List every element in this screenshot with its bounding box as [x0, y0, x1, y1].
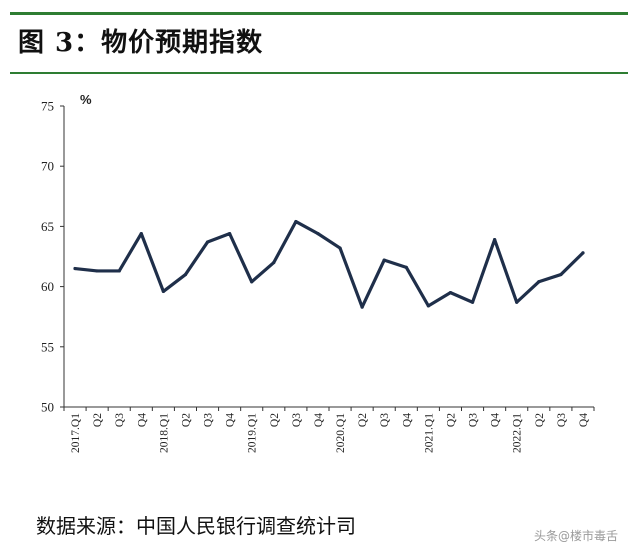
title-rule: [10, 72, 628, 74]
data-point: [117, 269, 121, 273]
data-point: [294, 219, 298, 224]
data-point: [139, 232, 143, 236]
data-point: [559, 272, 563, 277]
y-tick-label: 65: [41, 219, 54, 234]
data-point: [493, 238, 497, 242]
data-point: [581, 251, 585, 255]
data-point: [360, 305, 364, 309]
x-tick-label: Q2: [357, 413, 369, 427]
data-source-note: 数据来源：中国人民银行调查统计司: [36, 514, 356, 538]
x-tick-label: Q3: [291, 413, 303, 427]
x-tick-label: Q3: [468, 413, 480, 427]
x-tick-label: Q2: [180, 413, 192, 427]
x-tick-label: Q4: [136, 413, 148, 427]
y-tick-labels: 50 55 60 65 70 75: [41, 99, 54, 415]
y-tick-label: 50: [41, 400, 54, 415]
x-tick-label: Q2: [445, 413, 457, 427]
x-tick-label: Q2: [269, 413, 281, 427]
series-line: [73, 219, 585, 309]
data-point: [272, 260, 276, 265]
y-tick-label: 55: [41, 339, 54, 354]
figure-title: 图 3：物价预期指数: [18, 28, 264, 58]
y-tick-label: 75: [41, 99, 54, 114]
watermark: 头条@楼市毒舌: [533, 529, 618, 543]
data-point: [382, 258, 386, 262]
x-tick-label: Q3: [379, 413, 391, 427]
x-tick-label: 2018.Q1: [158, 413, 170, 453]
data-point: [537, 280, 541, 284]
x-tick-label: Q4: [225, 413, 237, 427]
x-tick-label: Q3: [556, 413, 568, 427]
y-tick-label: 70: [41, 159, 54, 174]
y-unit-label: %: [80, 92, 92, 107]
x-tick-label: Q3: [114, 413, 126, 427]
data-point: [404, 265, 408, 269]
y-tick-label: 60: [41, 279, 54, 294]
data-point: [426, 304, 430, 308]
x-tick-labels: 2017.Q1 Q2 Q3 Q4 2018.Q1 Q2 Q3 Q4 2019.Q1 Q2 Q3 Q4 2…: [70, 413, 590, 453]
data-point: [228, 232, 232, 236]
x-tick-label: Q2: [534, 413, 546, 427]
data-point: [316, 232, 320, 236]
data-point: [205, 240, 210, 244]
data-point: [183, 272, 188, 277]
x-tick-label: 2022.Q1: [512, 413, 524, 453]
x-tick-label: 2020.Q1: [335, 413, 347, 453]
data-point: [515, 300, 519, 304]
series-line-group: [73, 219, 585, 309]
x-tick-label: Q3: [203, 413, 215, 427]
x-tick-label: Q2: [92, 413, 104, 427]
data-point: [73, 266, 77, 271]
data-point: [250, 280, 254, 284]
x-tick-label: Q4: [401, 413, 413, 427]
x-tick-label: 2019.Q1: [247, 413, 259, 453]
data-point: [161, 289, 165, 294]
data-point: [95, 269, 99, 273]
top-rule: [10, 12, 628, 15]
data-point: [448, 291, 453, 295]
x-tick-label: Q4: [578, 413, 590, 427]
data-point: [338, 246, 342, 250]
x-tick-label: Q4: [313, 413, 325, 427]
chart-axes: [60, 105, 595, 411]
x-tick-label: 2017.Q1: [70, 413, 82, 453]
data-point: [470, 300, 475, 304]
x-tick-label: 2021.Q1: [423, 413, 435, 453]
x-tick-label: Q4: [490, 413, 502, 427]
